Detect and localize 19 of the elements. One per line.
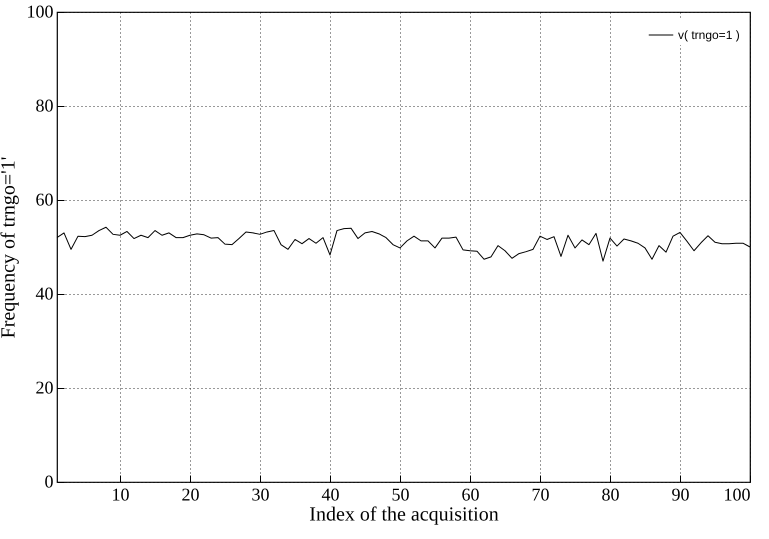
y-tick-label: 80	[36, 96, 54, 116]
x-tick-label: 80	[602, 484, 620, 504]
x-tick-label: 40	[322, 484, 340, 504]
x-tick-label: 10	[112, 484, 130, 504]
legend-label: v( trngo=1 )	[678, 28, 740, 42]
y-tick-label: 40	[36, 284, 54, 304]
y-axis-title: Frequency of trngo='1'	[0, 156, 20, 338]
x-axis-title: Index of the acquisition	[309, 504, 499, 526]
x-tick-label: 70	[532, 484, 550, 504]
x-tick-label: 100	[724, 484, 750, 504]
x-tick-label: 30	[252, 484, 270, 504]
y-tick-label: 60	[36, 190, 54, 210]
x-tick-label: 90	[672, 484, 690, 504]
y-tick-label: 20	[36, 378, 54, 398]
y-tick-label: 0	[44, 472, 54, 492]
x-tick-label: 60	[462, 484, 480, 504]
y-tick-label: 100	[26, 2, 54, 22]
x-tick-label: 50	[392, 484, 410, 504]
x-tick-label: 20	[182, 484, 200, 504]
